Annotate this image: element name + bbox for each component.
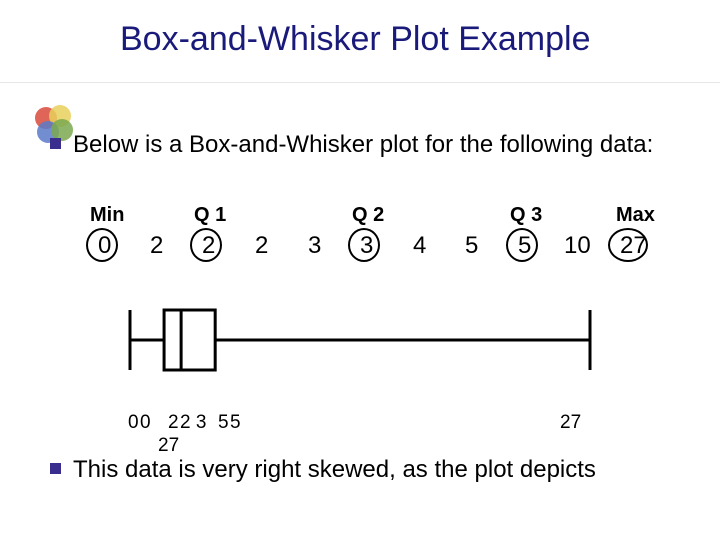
axis-27b: 27 [158,435,179,457]
bullet-icon [50,463,61,474]
circle-q3 [506,228,538,262]
axis-0a: 0 [128,412,139,434]
value-6: 4 [413,232,426,260]
bullet-1-text: Below is a Box-and-Whisker plot for the … [73,130,653,160]
bullet-2-text: This data is very right skewed, as the p… [73,455,596,485]
bullet-2: This data is very right skewed, as the p… [50,455,690,485]
label-max: Max [616,204,655,227]
axis-27: 27 [560,412,581,434]
circle-q2 [348,228,380,262]
axis-5a: 5 [218,412,229,434]
circle-max [608,228,648,262]
data-values-row: 0 2 2 2 3 3 4 5 5 10 27 [90,232,690,266]
bullet-icon [50,138,61,149]
axis-23: 2 3 [180,412,206,434]
value-7: 5 [465,232,478,260]
circle-q1 [190,228,222,262]
bullet-1: Below is a Box-and-Whisker plot for the … [50,130,690,160]
label-min: Min [90,204,124,227]
label-q1: Q 1 [194,204,226,227]
circle-min [86,228,118,262]
axis-0b: 0 [140,412,151,434]
boxplot [100,290,620,390]
axis-5b: 5 [230,412,241,434]
value-3: 2 [255,232,268,260]
slide-title: Box-and-Whisker Plot Example [120,20,591,59]
value-9: 10 [564,232,591,260]
axis-2: 2 [168,412,179,434]
title-divider [0,82,720,83]
value-1: 2 [150,232,163,260]
fivenum-labels: Min Q 1 Q 2 Q 3 Max [90,204,690,234]
label-q2: Q 2 [352,204,384,227]
value-4: 3 [308,232,321,260]
label-q3: Q 3 [510,204,542,227]
